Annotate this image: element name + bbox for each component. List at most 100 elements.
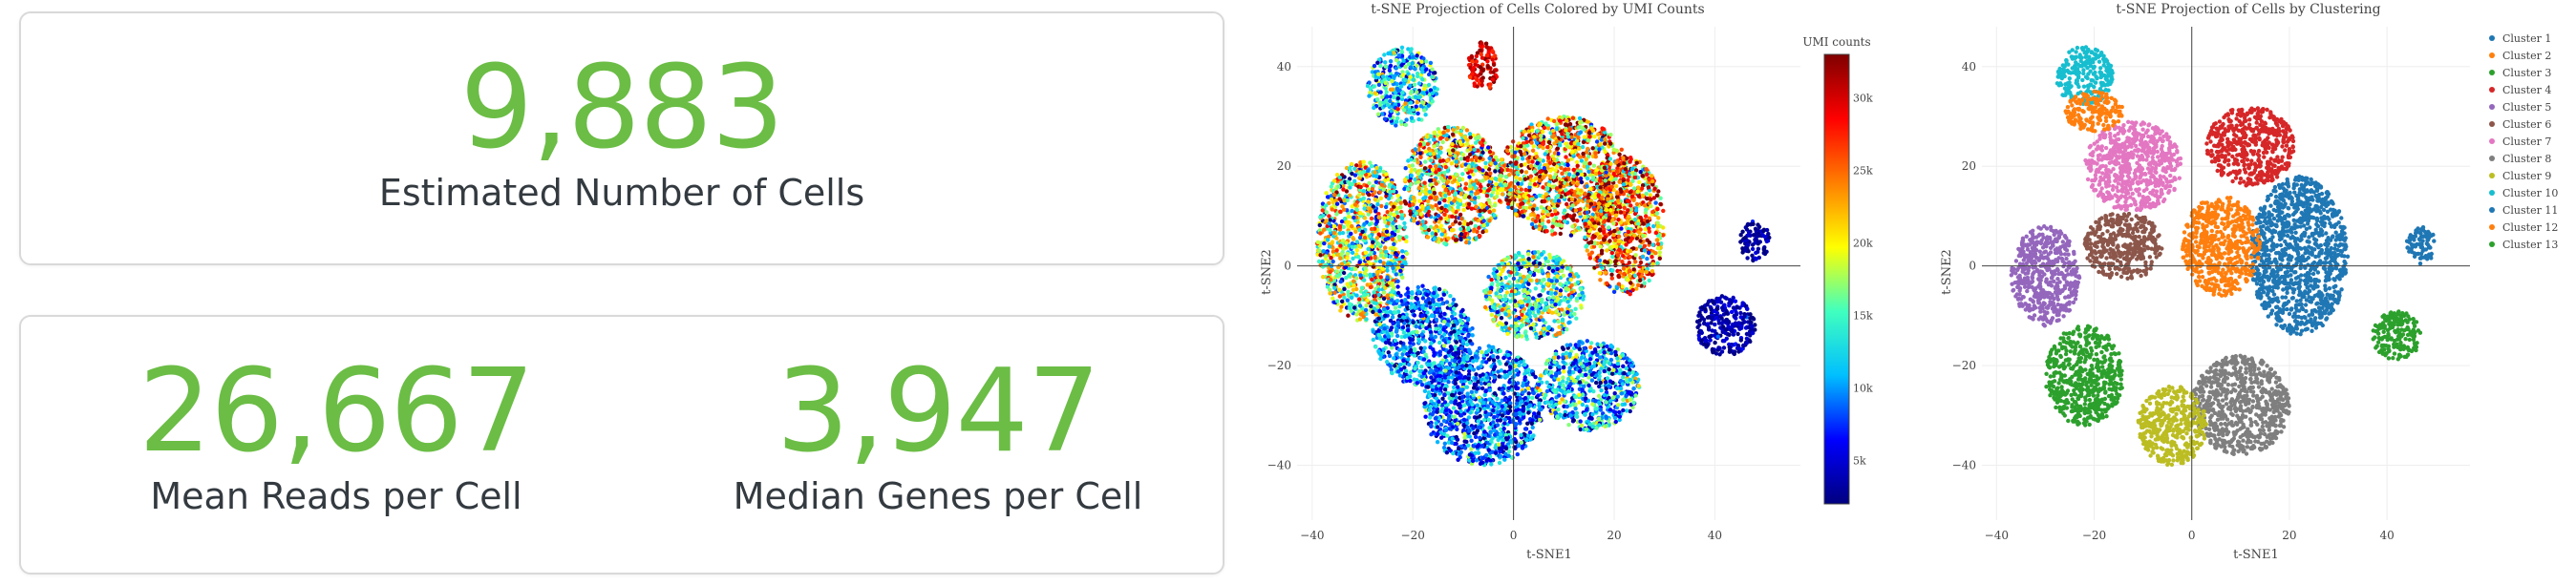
cell-point — [1464, 128, 1470, 133]
cell-point — [1604, 186, 1609, 191]
cell-point — [1645, 196, 1650, 201]
cell-point — [1612, 228, 1617, 234]
cell-point — [1401, 58, 1406, 63]
cell-point — [1461, 202, 1466, 208]
cell-point — [1418, 104, 1423, 109]
cell-point — [1464, 240, 1469, 245]
cell-point — [1352, 202, 1358, 207]
cell-point — [1597, 271, 1603, 276]
cell-point — [1394, 310, 1398, 315]
cell-point — [1629, 194, 1635, 198]
cell-point — [1378, 275, 1383, 280]
cell-point — [1366, 168, 1371, 174]
cell-point — [1449, 161, 1454, 166]
cell-point — [1443, 164, 1448, 170]
cell-point — [1619, 189, 1624, 194]
cell-point — [1342, 198, 1347, 203]
cell-point — [1413, 147, 1417, 152]
cell-point — [1376, 72, 1381, 77]
cell-point — [1413, 167, 1417, 173]
cell-point — [1481, 223, 1486, 228]
cell-point — [1629, 248, 1633, 254]
tsne-umi-plot[interactable]: t-SNE Projection of Cells Colored by UMI… — [1242, 0, 1910, 585]
cell-point — [1625, 219, 1630, 223]
cell-point — [1442, 212, 1447, 217]
cell-point — [1638, 239, 1643, 243]
cell-point — [1332, 193, 1337, 198]
cell-point — [1324, 254, 1329, 259]
cell-point — [1466, 164, 1471, 169]
cell-point — [1598, 244, 1603, 249]
cell-point — [1657, 256, 1662, 261]
cell-point — [1427, 301, 1432, 305]
cell-point — [1565, 201, 1569, 207]
cell-point — [1411, 195, 1416, 200]
cell-point — [1632, 171, 1637, 177]
cell-point — [1467, 132, 1473, 136]
cell-point — [1520, 169, 1524, 174]
cell-point — [1608, 208, 1613, 213]
cell-point — [1541, 129, 1545, 135]
cell-point — [1388, 318, 1394, 324]
cell-point — [1350, 171, 1354, 177]
cell-point — [1354, 207, 1359, 212]
cell-point — [1374, 270, 1379, 275]
cell-point — [1324, 191, 1329, 196]
cell-point — [1552, 118, 1557, 124]
cell-point — [1344, 275, 1349, 281]
cell-point — [1623, 167, 1629, 172]
cell-point — [1552, 231, 1558, 236]
cell-point — [1382, 178, 1388, 183]
cell-point — [1443, 203, 1448, 208]
cell-point — [1655, 246, 1661, 251]
cell-point — [1528, 163, 1534, 169]
cell-point — [1362, 293, 1367, 298]
cell-point — [1556, 198, 1562, 203]
cell-point — [1400, 254, 1405, 260]
cell-point — [1556, 194, 1561, 198]
cell-point — [1358, 198, 1363, 202]
cell-point — [1626, 208, 1630, 213]
cell-point — [1419, 59, 1424, 64]
cell-point — [1606, 202, 1610, 208]
cell-point — [1374, 165, 1379, 171]
cell-point — [1440, 301, 1445, 306]
cell-point — [1352, 279, 1356, 283]
cell-point — [1388, 309, 1393, 314]
cell-point — [1600, 195, 1605, 200]
cell-point — [1390, 331, 1394, 336]
cell-point — [1586, 138, 1591, 143]
cell-point — [1367, 94, 1372, 98]
cell-point — [1395, 215, 1400, 219]
chart-title: t-SNE Projection of Cells Colored by UMI… — [1371, 2, 1704, 17]
cell-point — [1652, 186, 1657, 191]
cell-point — [1424, 135, 1430, 139]
cell-point — [1587, 229, 1592, 234]
cell-point — [1614, 285, 1620, 291]
cell-point — [1566, 172, 1572, 177]
cell-point — [1434, 326, 1438, 331]
cell-point — [1386, 236, 1391, 240]
cell-point — [1378, 90, 1383, 94]
cell-point — [1442, 170, 1447, 176]
cell-point — [1553, 208, 1558, 214]
cell-point — [1428, 88, 1434, 93]
cell-point — [1542, 166, 1546, 171]
cell-point — [1563, 122, 1568, 127]
cell-point — [1602, 230, 1607, 235]
cell-point — [1530, 395, 1535, 401]
cell-point — [1373, 197, 1377, 202]
cell-point — [1320, 259, 1325, 264]
cell-point — [1416, 284, 1420, 290]
cell-point — [1401, 358, 1406, 363]
cell-point — [1453, 319, 1458, 324]
cell-point — [1528, 174, 1534, 178]
cell-point — [1345, 298, 1350, 303]
cell-point — [1517, 194, 1522, 199]
cell-point — [1597, 227, 1603, 232]
cell-point — [1578, 130, 1584, 135]
cell-point — [1550, 128, 1556, 134]
cell-point — [1595, 255, 1600, 261]
cell-point — [1394, 123, 1398, 128]
cell-point — [1537, 123, 1542, 128]
